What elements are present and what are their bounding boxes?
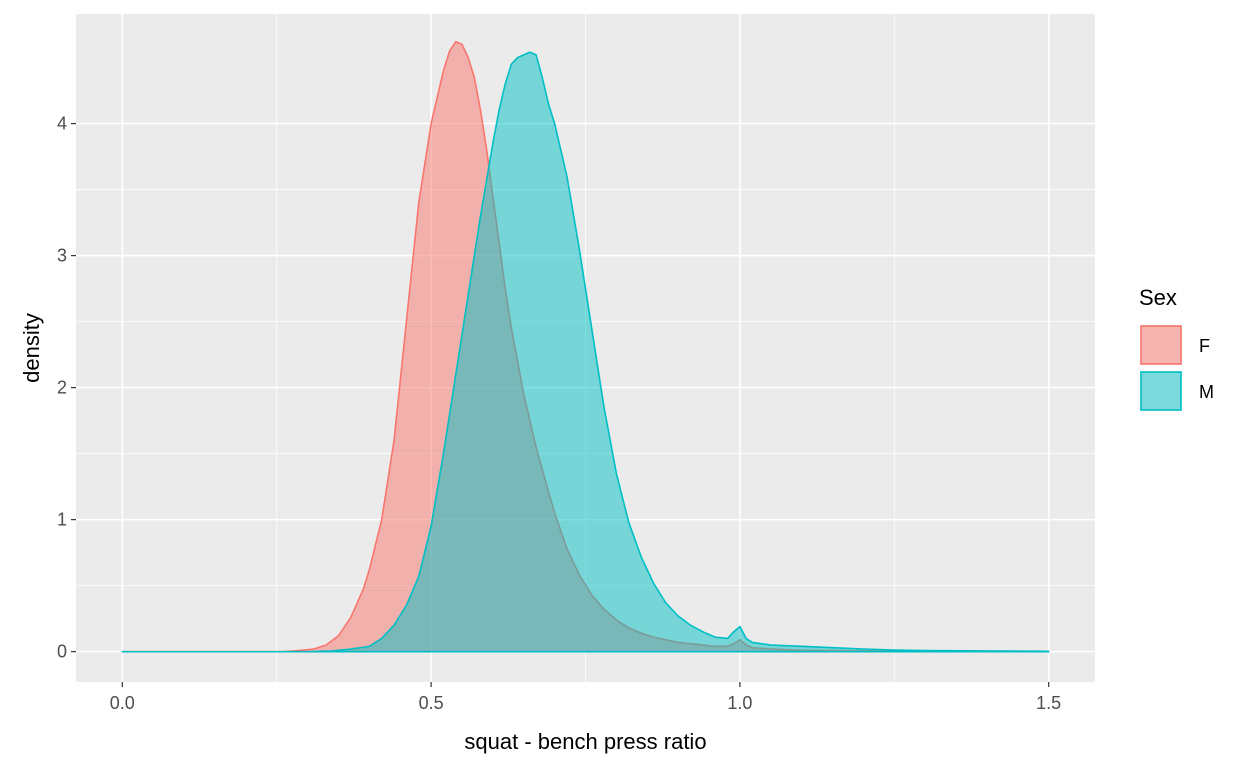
y-tick-label: 2	[57, 378, 67, 398]
density-areas	[121, 40, 1050, 653]
legend-label-F: F	[1199, 336, 1210, 356]
x-tick-label: 1.5	[1036, 693, 1061, 713]
x-axis-title: squat - bench press ratio	[464, 729, 706, 754]
y-axis: 0 1 2 3 4	[57, 114, 76, 662]
y-axis-title: density	[19, 313, 44, 383]
legend-label-M: M	[1199, 382, 1214, 402]
y-tick-label: 0	[57, 642, 67, 662]
x-tick-label: 0.0	[110, 693, 135, 713]
legend-items: FM	[1140, 325, 1214, 411]
y-tick-label: 4	[57, 114, 67, 134]
y-tick-label: 1	[57, 510, 67, 530]
legend-swatch-M	[1140, 371, 1182, 411]
legend-swatch-F	[1140, 325, 1182, 365]
legend-title: Sex	[1139, 285, 1177, 310]
density-area-M	[121, 51, 1050, 653]
legend: Sex FM	[1139, 285, 1214, 411]
x-axis: 0.0 0.5 1.0 1.5	[110, 682, 1061, 713]
x-tick-label: 0.5	[419, 693, 444, 713]
y-tick-label: 3	[57, 246, 67, 266]
x-tick-label: 1.0	[727, 693, 752, 713]
